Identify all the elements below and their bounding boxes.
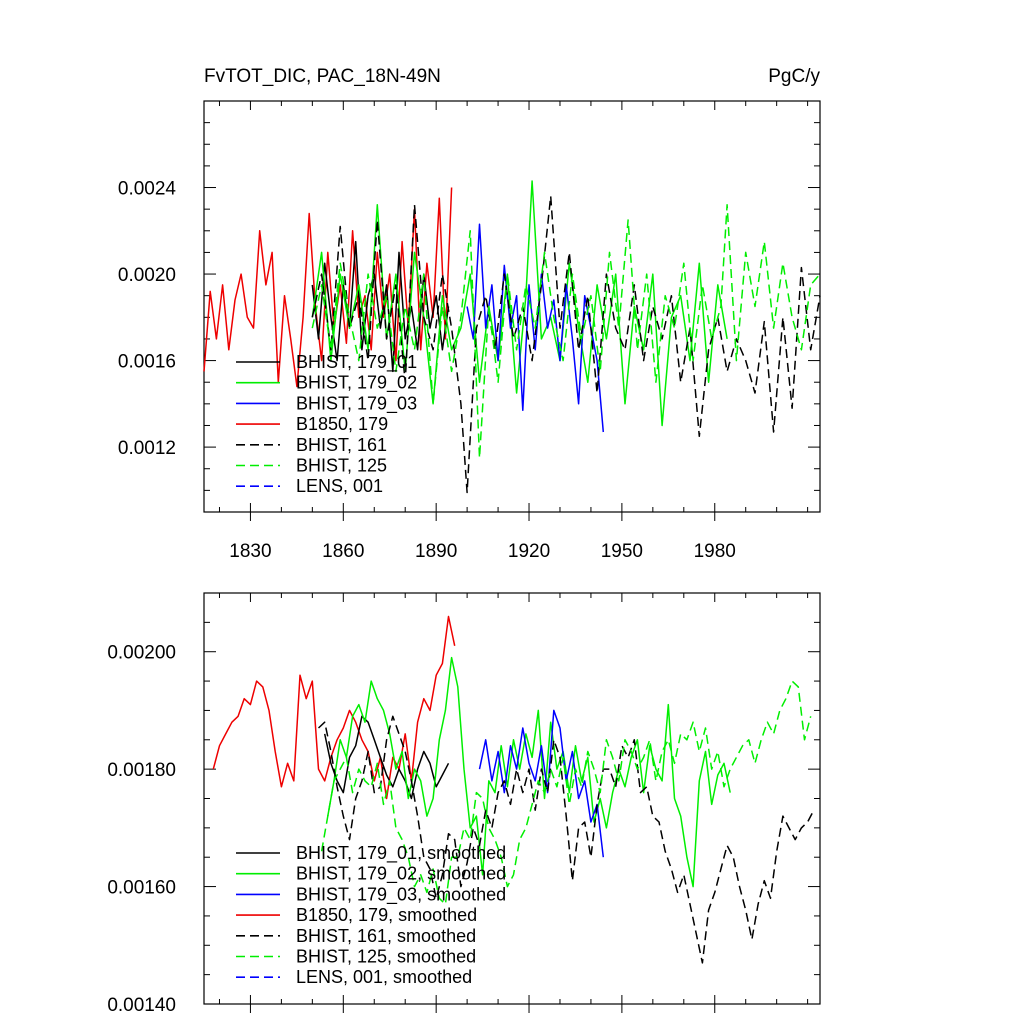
top-x-tick-label: 1920 <box>508 541 550 562</box>
bottom-y-tick-label: 0.00140 <box>107 995 176 1016</box>
top-y-tick-label: 0.0016 <box>118 352 176 373</box>
top-y-tick-label: 0.0024 <box>118 179 177 200</box>
bottom-legend-label: BHIST, 179_02, smoothed <box>296 864 506 885</box>
bottom-legend-label: B1850, 179, smoothed <box>296 905 477 925</box>
bottom-series-bhist-161-smoothed <box>317 715 815 964</box>
bottom-legend-label: BHIST, 161, smoothed <box>296 926 476 946</box>
top-series-bhist-179-01 <box>311 240 450 373</box>
top-x-tick-label: 1950 <box>601 541 643 562</box>
bottom-series-bhist-179-01-smoothed <box>323 715 450 800</box>
top-series-group <box>203 180 821 494</box>
top-legend-label: BHIST, 161 <box>296 435 387 455</box>
bottom-series-bhist-179-02-smoothed <box>327 656 731 888</box>
top-legend-label: B1850, 179 <box>296 414 388 434</box>
bottom-panel: 0.00140 0.00160 0.00180 0.00200 BHIST, 179_… <box>107 592 821 1016</box>
bottom-legend-label: BHIST, 125, smoothed <box>296 947 476 967</box>
top-series-b1850-179 <box>203 187 453 388</box>
chart-title: FvTOT_DIC, PAC_18N-49N <box>204 66 441 87</box>
chart-units: PgC/y <box>768 66 820 87</box>
bottom-axis-ticks: 0.00140 0.00160 0.00180 0.00200 <box>107 592 820 1016</box>
top-series-bhist-161 <box>311 195 821 494</box>
top-panel: 1830 1860 1890 1920 1950 1980 0.0012 0.0016 0.00… <box>118 100 821 562</box>
top-legend-label: BHIST, 125 <box>296 456 387 476</box>
bottom-series-bhist-179-03-smoothed <box>478 709 605 858</box>
top-x-tick-label: 1890 <box>415 541 457 562</box>
bottom-y-tick-label: 0.00180 <box>107 760 176 781</box>
bottom-legend-label: LENS, 001, smoothed <box>296 967 472 987</box>
top-series-bhist-179-03 <box>466 223 605 433</box>
top-axis-ticks: 1830 1860 1890 1920 1950 1980 0.0012 0.0016 0.00… <box>118 100 820 562</box>
top-legend-label: BHIST, 179_03 <box>296 393 417 414</box>
top-plot-frame <box>203 100 821 513</box>
top-x-tick-label: 1860 <box>322 541 364 562</box>
bottom-y-tick-label: 0.00200 <box>107 643 176 664</box>
top-x-tick-label: 1980 <box>694 541 736 562</box>
bottom-legend-label: BHIST, 179_01, smoothed <box>296 843 506 864</box>
bottom-series-b1850-179-smoothed <box>212 615 456 800</box>
top-y-tick-label: 0.0020 <box>118 265 176 286</box>
bottom-series-bhist-125-smoothed <box>320 680 812 905</box>
top-legend-label: BHIST, 179_02 <box>296 373 417 394</box>
top-y-tick-label: 0.0012 <box>118 438 176 459</box>
top-x-tick-label: 1830 <box>229 541 271 562</box>
bottom-y-tick-label: 0.00160 <box>107 878 176 899</box>
top-legend-label: BHIST, 179_01 <box>296 352 417 373</box>
bottom-legend-label: BHIST, 179_03, smoothed <box>296 884 506 905</box>
bottom-series-group <box>212 615 815 964</box>
top-legend-label: LENS, 001 <box>296 476 383 496</box>
top-series-bhist-125 <box>311 204 821 459</box>
